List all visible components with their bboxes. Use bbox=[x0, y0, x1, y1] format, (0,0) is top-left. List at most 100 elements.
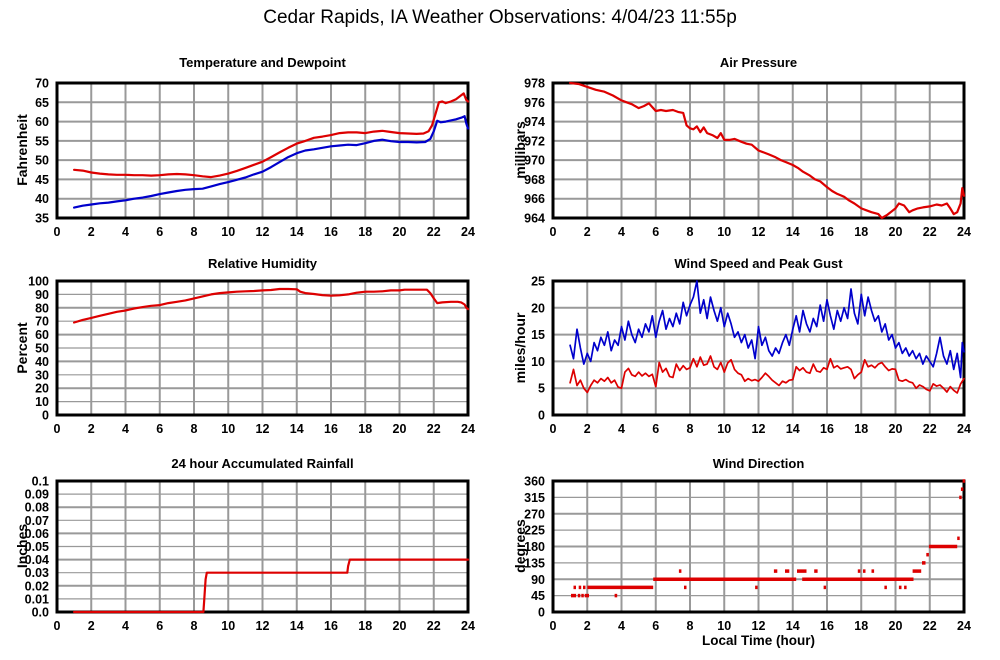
svg-text:270: 270 bbox=[524, 507, 545, 521]
y-axis-label-percent: Percent bbox=[14, 322, 30, 374]
svg-text:20: 20 bbox=[889, 225, 903, 239]
svg-text:10: 10 bbox=[531, 355, 545, 369]
svg-text:0.03: 0.03 bbox=[25, 566, 49, 580]
svg-text:22: 22 bbox=[427, 422, 441, 436]
svg-text:360: 360 bbox=[524, 475, 545, 489]
svg-text:0.04: 0.04 bbox=[25, 553, 49, 567]
chart-title-air-pressure: Air Pressure bbox=[719, 55, 798, 70]
svg-text:10: 10 bbox=[717, 225, 731, 239]
svg-text:2: 2 bbox=[88, 619, 95, 633]
svg-text:0.0: 0.0 bbox=[32, 606, 49, 620]
svg-text:45: 45 bbox=[35, 173, 49, 187]
svg-text:0: 0 bbox=[54, 225, 61, 239]
svg-text:20: 20 bbox=[35, 382, 49, 396]
svg-text:2: 2 bbox=[88, 422, 95, 436]
svg-text:0: 0 bbox=[538, 606, 545, 620]
svg-text:0: 0 bbox=[550, 422, 557, 436]
svg-text:8: 8 bbox=[191, 422, 198, 436]
relative-humidity-chart: 0 2 4 6 8 10 12 14 16 18 20 22 240102030405060708090… bbox=[28, 275, 475, 437]
svg-text:20: 20 bbox=[393, 225, 407, 239]
svg-text:60: 60 bbox=[35, 328, 49, 342]
svg-text:20: 20 bbox=[531, 301, 545, 315]
svg-text:22: 22 bbox=[923, 225, 937, 239]
svg-text:18: 18 bbox=[854, 619, 868, 633]
svg-text:2: 2 bbox=[584, 619, 591, 633]
svg-text:10: 10 bbox=[717, 619, 731, 633]
svg-text:8: 8 bbox=[687, 422, 694, 436]
svg-text:0.09: 0.09 bbox=[25, 488, 49, 502]
svg-text:8: 8 bbox=[191, 225, 198, 239]
svg-text:14: 14 bbox=[290, 422, 304, 436]
svg-text:6: 6 bbox=[156, 619, 163, 633]
svg-text:16: 16 bbox=[324, 422, 338, 436]
svg-text:90: 90 bbox=[35, 288, 49, 302]
svg-text:978: 978 bbox=[524, 77, 545, 91]
svg-text:55: 55 bbox=[35, 134, 49, 148]
svg-text:0: 0 bbox=[550, 619, 557, 633]
svg-text:22: 22 bbox=[427, 619, 441, 633]
svg-text:4: 4 bbox=[618, 225, 625, 239]
svg-text:2: 2 bbox=[584, 422, 591, 436]
air-pressure-chart: 0 2 4 6 8 10 12 14 16 18 20 22 249649669689709729749… bbox=[524, 77, 971, 240]
svg-text:16: 16 bbox=[820, 619, 834, 633]
chart-title-accumulated-rainfall: 24 hour Accumulated Rainfall bbox=[171, 456, 354, 471]
svg-text:60: 60 bbox=[35, 115, 49, 129]
y-axis-label-millibars: millibars bbox=[512, 121, 528, 179]
svg-text:0: 0 bbox=[538, 409, 545, 423]
svg-text:0: 0 bbox=[42, 409, 49, 423]
wind-direction-chart: 0 2 4 6 8 10 12 14 16 18 20 22 240459013518022527031… bbox=[524, 475, 971, 634]
svg-text:12: 12 bbox=[752, 422, 766, 436]
svg-text:15: 15 bbox=[531, 328, 545, 342]
svg-text:20: 20 bbox=[393, 619, 407, 633]
svg-text:20: 20 bbox=[889, 422, 903, 436]
svg-text:315: 315 bbox=[524, 491, 545, 505]
svg-text:20: 20 bbox=[889, 619, 903, 633]
svg-text:6: 6 bbox=[156, 225, 163, 239]
svg-text:0.1: 0.1 bbox=[32, 475, 49, 489]
svg-text:12: 12 bbox=[256, 225, 270, 239]
svg-text:135: 135 bbox=[524, 556, 545, 570]
svg-text:8: 8 bbox=[191, 619, 198, 633]
svg-text:8: 8 bbox=[687, 619, 694, 633]
svg-text:12: 12 bbox=[752, 225, 766, 239]
svg-text:0: 0 bbox=[54, 422, 61, 436]
svg-text:24: 24 bbox=[461, 422, 475, 436]
svg-text:225: 225 bbox=[524, 524, 545, 538]
svg-text:20: 20 bbox=[393, 422, 407, 436]
svg-text:12: 12 bbox=[752, 619, 766, 633]
svg-text:0: 0 bbox=[54, 619, 61, 633]
svg-text:24: 24 bbox=[957, 225, 971, 239]
svg-text:0.08: 0.08 bbox=[25, 501, 49, 515]
svg-text:12: 12 bbox=[256, 619, 270, 633]
svg-text:16: 16 bbox=[820, 225, 834, 239]
svg-text:6: 6 bbox=[652, 422, 659, 436]
svg-text:22: 22 bbox=[427, 225, 441, 239]
svg-text:25: 25 bbox=[531, 275, 545, 289]
y-axis-label-fahrenheit: Fahrenheit bbox=[14, 114, 30, 186]
svg-text:10: 10 bbox=[221, 422, 235, 436]
svg-text:4: 4 bbox=[122, 225, 129, 239]
svg-text:35: 35 bbox=[35, 212, 49, 226]
svg-text:6: 6 bbox=[156, 422, 163, 436]
svg-text:45: 45 bbox=[531, 589, 545, 603]
chart-title-relative-humidity: Relative Humidity bbox=[207, 256, 318, 271]
svg-text:4: 4 bbox=[122, 619, 129, 633]
svg-text:100: 100 bbox=[28, 275, 49, 289]
svg-text:18: 18 bbox=[854, 225, 868, 239]
page-title: Cedar Rapids, IA Weather Observations: 4… bbox=[263, 7, 737, 28]
svg-text:40: 40 bbox=[35, 355, 49, 369]
chart-title-wind-speed-gust: Wind Speed and Peak Gust bbox=[674, 256, 843, 271]
svg-text:12: 12 bbox=[256, 422, 270, 436]
svg-text:0.05: 0.05 bbox=[25, 540, 49, 554]
svg-text:24: 24 bbox=[461, 225, 475, 239]
svg-text:16: 16 bbox=[324, 225, 338, 239]
y-axis-label-miles-per-hour: miles/hour bbox=[512, 312, 528, 384]
svg-text:964: 964 bbox=[524, 212, 545, 226]
svg-text:22: 22 bbox=[923, 619, 937, 633]
svg-text:0.06: 0.06 bbox=[25, 527, 49, 541]
svg-text:14: 14 bbox=[786, 422, 800, 436]
svg-text:4: 4 bbox=[618, 422, 625, 436]
svg-text:18: 18 bbox=[358, 619, 372, 633]
